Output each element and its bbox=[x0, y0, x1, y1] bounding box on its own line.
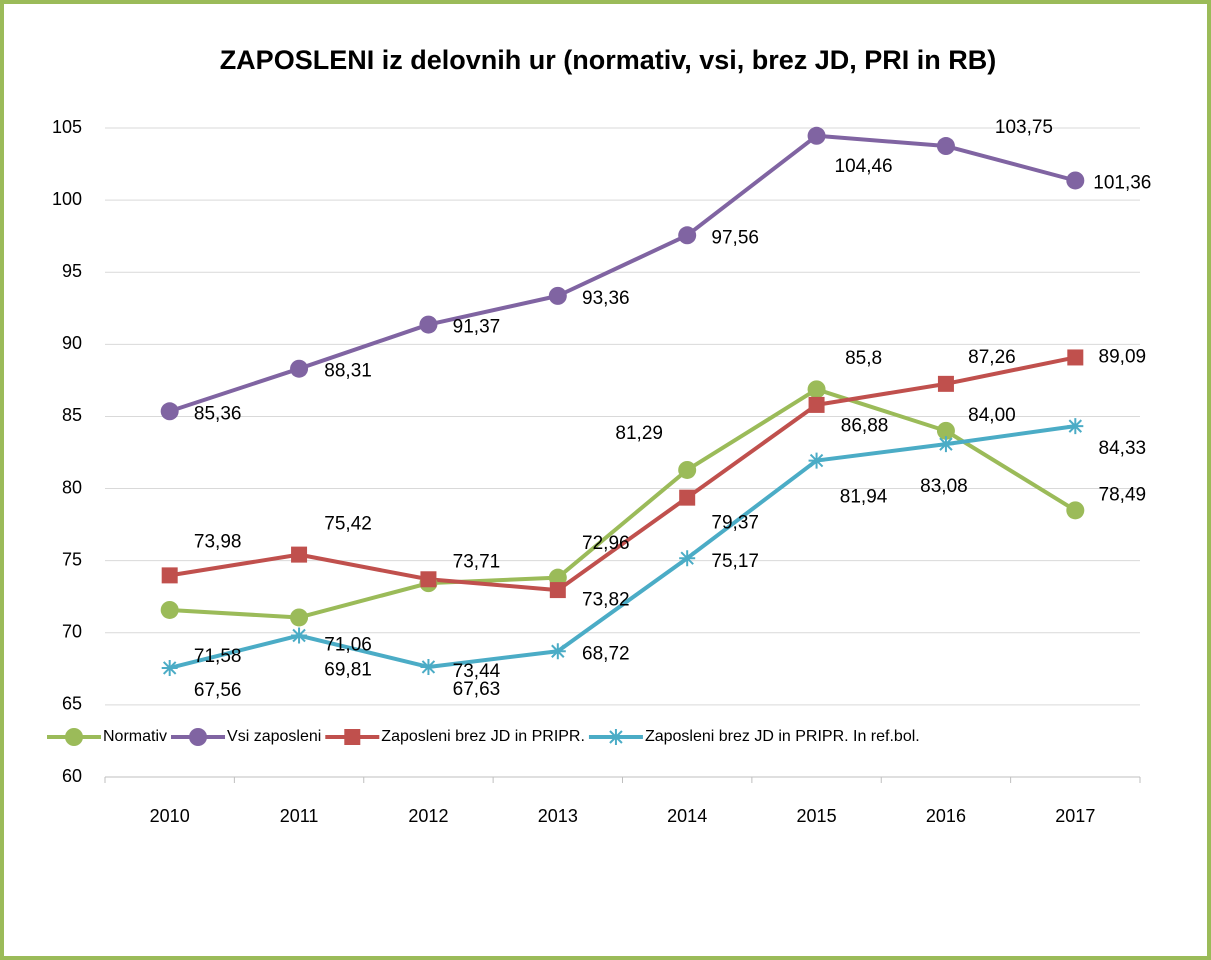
data-label: 91,37 bbox=[453, 317, 501, 338]
y-tick-label: 75 bbox=[62, 549, 82, 569]
legend-label: Zaposleni brez JD in PRIPR. bbox=[381, 728, 585, 745]
data-label: 67,56 bbox=[194, 680, 242, 701]
legend-item: Normativ bbox=[47, 728, 167, 746]
point bbox=[189, 728, 208, 746]
point bbox=[65, 728, 83, 746]
legend-item: Zaposleni brez JD in PRIPR. bbox=[325, 728, 585, 745]
x-tick-label: 2010 bbox=[150, 806, 190, 826]
data-label: 73,98 bbox=[194, 531, 242, 552]
point bbox=[549, 643, 566, 660]
point bbox=[291, 627, 308, 644]
data-label: 88,31 bbox=[324, 361, 372, 382]
point bbox=[420, 571, 437, 588]
point bbox=[679, 489, 696, 506]
point bbox=[937, 436, 954, 453]
point bbox=[344, 729, 361, 745]
point bbox=[936, 421, 955, 440]
point bbox=[679, 550, 696, 567]
data-label: 69,81 bbox=[324, 660, 372, 681]
y-tick-label: 65 bbox=[62, 694, 82, 714]
data-label: 79,37 bbox=[711, 513, 759, 534]
y-tick-label: 85 bbox=[62, 405, 82, 425]
data-label: 87,26 bbox=[968, 347, 1016, 368]
data-label: 68,72 bbox=[582, 643, 630, 664]
data-label: 86,88 bbox=[841, 415, 889, 436]
data-label: 73,82 bbox=[582, 590, 630, 611]
y-tick-label: 60 bbox=[62, 766, 82, 786]
point bbox=[1066, 171, 1085, 190]
point bbox=[549, 582, 566, 599]
data-label: 103,75 bbox=[995, 117, 1053, 138]
data-label: 73,71 bbox=[453, 551, 501, 572]
point bbox=[1067, 349, 1084, 366]
data-label: 93,36 bbox=[582, 288, 630, 309]
point bbox=[1067, 418, 1084, 435]
point bbox=[290, 359, 309, 378]
legend-label: Zaposleni brez JD in PRIPR. In ref.bol. bbox=[645, 728, 920, 745]
series-line bbox=[169, 133, 1076, 414]
y-tick-label: 90 bbox=[62, 333, 82, 353]
legend-label: Normativ bbox=[103, 728, 167, 745]
point bbox=[161, 567, 178, 584]
legend-item: Vsi zaposleni bbox=[171, 728, 321, 746]
point bbox=[420, 658, 437, 675]
data-label: 84,00 bbox=[968, 405, 1016, 426]
point bbox=[160, 600, 179, 619]
point bbox=[807, 380, 826, 399]
point bbox=[678, 460, 697, 479]
y-tick-label: 80 bbox=[62, 477, 82, 497]
data-label: 67,63 bbox=[453, 679, 501, 700]
point bbox=[1066, 501, 1085, 520]
x-tick-label: 2015 bbox=[797, 806, 837, 826]
point bbox=[290, 608, 309, 627]
y-tick-label: 100 bbox=[52, 189, 82, 209]
series-line bbox=[169, 355, 1076, 593]
data-label: 89,09 bbox=[1099, 346, 1147, 367]
y-tick-label: 70 bbox=[62, 622, 82, 642]
y-tick-label: 105 bbox=[52, 117, 82, 137]
data-label: 83,08 bbox=[920, 476, 968, 497]
data-label: 104,46 bbox=[835, 156, 893, 177]
point bbox=[548, 286, 567, 305]
point bbox=[160, 402, 179, 421]
data-label: 71,06 bbox=[324, 635, 372, 656]
point bbox=[419, 315, 438, 334]
point bbox=[937, 375, 954, 392]
point bbox=[161, 659, 178, 676]
x-tick-label: 2016 bbox=[926, 806, 966, 826]
data-label: 78,49 bbox=[1099, 484, 1147, 505]
data-label: 73,44 bbox=[453, 661, 501, 682]
point bbox=[808, 396, 825, 413]
point bbox=[607, 729, 624, 745]
point bbox=[808, 452, 825, 469]
x-tick-label: 2011 bbox=[280, 806, 319, 826]
data-label: 72,96 bbox=[582, 533, 630, 554]
data-label: 71,58 bbox=[194, 646, 242, 667]
data-label: 101,36 bbox=[1093, 173, 1151, 194]
point bbox=[291, 546, 308, 563]
data-label: 84,33 bbox=[1099, 438, 1147, 459]
data-label: 75,17 bbox=[711, 551, 759, 572]
legend-item: Zaposleni brez JD in PRIPR. In ref.bol. bbox=[588, 728, 920, 745]
x-tick-label: 2014 bbox=[667, 806, 707, 826]
data-label: 81,29 bbox=[615, 423, 663, 444]
data-label: 75,42 bbox=[324, 514, 372, 535]
x-tick-label: 2017 bbox=[1055, 806, 1095, 826]
point bbox=[936, 137, 955, 156]
data-label: 85,36 bbox=[194, 403, 242, 424]
series-line bbox=[169, 387, 1077, 620]
point bbox=[807, 126, 826, 145]
point bbox=[678, 226, 697, 245]
chart-title: ZAPOSLENI iz delovnih ur (normativ, vsi,… bbox=[220, 45, 997, 75]
legend-label: Vsi zaposleni bbox=[227, 728, 321, 745]
data-label: 85,8 bbox=[845, 348, 882, 369]
data-label: 97,56 bbox=[711, 227, 759, 248]
series-line bbox=[169, 424, 1076, 670]
x-tick-label: 2013 bbox=[538, 806, 578, 826]
y-tick-label: 95 bbox=[62, 261, 82, 281]
x-tick-label: 2012 bbox=[408, 806, 448, 826]
data-label: 81,94 bbox=[840, 487, 888, 508]
